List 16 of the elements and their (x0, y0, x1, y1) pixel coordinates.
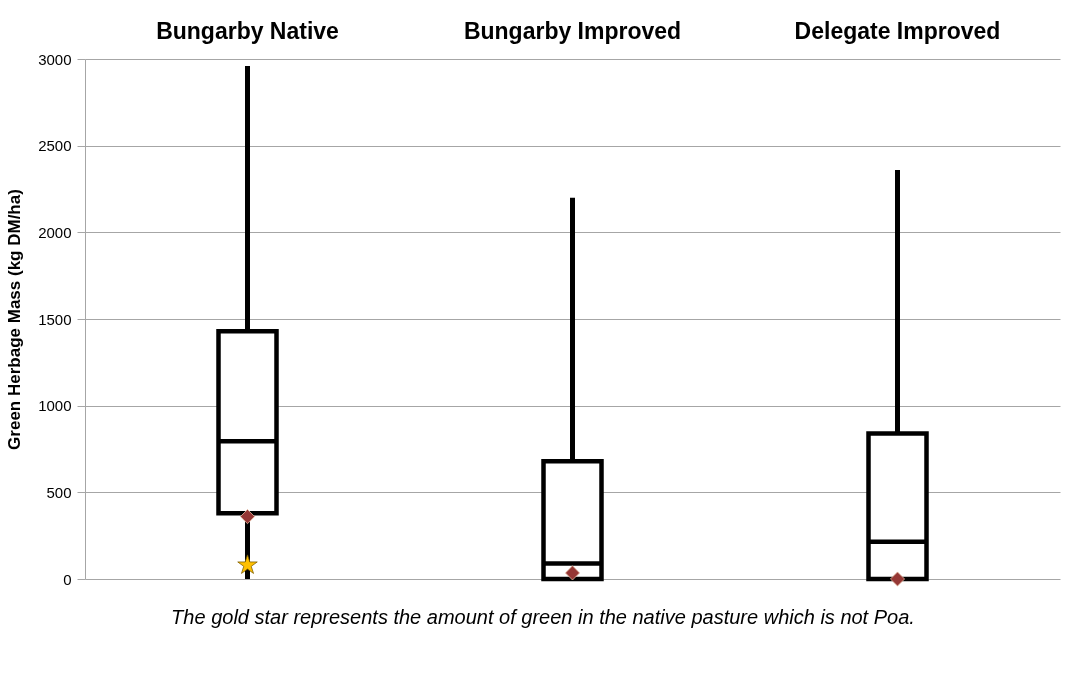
y-tick-label: 2000 (38, 223, 72, 241)
y-tick-label: 1000 (38, 397, 72, 415)
x-tick-label: Bungarby Native (156, 17, 339, 44)
y-tick-label: 500 (46, 483, 72, 501)
y-tick-label: 0 (63, 570, 72, 588)
y-tick-label: 3000 (38, 50, 72, 68)
point (237, 554, 258, 574)
y-tick-label: 1500 (38, 310, 72, 328)
point (890, 571, 905, 587)
text: The gold star represents the amount of green in the native pasture which is not Poa. (170, 606, 916, 629)
x-tick-label: Delegate Improved (794, 17, 1001, 44)
point (565, 565, 580, 581)
y-axis-title: Green Herbage Mass (kg DM/ha) (5, 189, 25, 450)
x-tick-label: Bungarby Improved (463, 17, 682, 44)
y-tick-label: 2500 (38, 137, 72, 155)
point (240, 509, 255, 525)
